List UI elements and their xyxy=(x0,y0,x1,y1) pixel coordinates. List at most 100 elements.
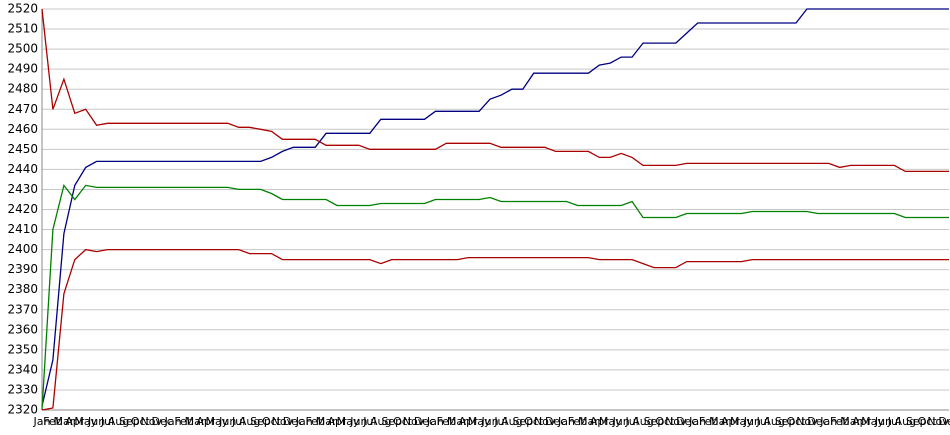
y-tick-label: 2410 xyxy=(7,222,38,236)
y-tick-label: 2430 xyxy=(7,182,38,196)
x-tick-label: Aug xyxy=(501,415,522,428)
x-tick-label: Oct xyxy=(918,415,938,428)
x-tick-label: Nov xyxy=(927,415,949,428)
x-tick-label: Apr xyxy=(65,415,85,428)
series-line xyxy=(41,8,949,173)
y-tick-label: 2370 xyxy=(7,302,38,316)
x-tick-label: Nov xyxy=(665,415,687,428)
x-tick-label: Feb xyxy=(437,415,456,428)
x-tick-label: Mar xyxy=(316,415,337,428)
y-tick-label: 2440 xyxy=(7,162,38,176)
x-tick-label: Jun xyxy=(480,415,498,428)
x-tick-label: Jan xyxy=(688,415,706,428)
series-line xyxy=(41,8,949,407)
x-tick-label: Jul xyxy=(887,415,901,428)
x-tick-label: Jan xyxy=(295,415,313,428)
x-tick-label: Jul xyxy=(493,415,507,428)
x-tick-label: Sep xyxy=(775,415,796,428)
x-tick-label: Aug xyxy=(632,415,653,428)
x-tick-label: Apr xyxy=(852,415,872,428)
y-tick-label: 2480 xyxy=(7,82,38,96)
x-tick-label: Jan xyxy=(819,415,837,428)
x-tick-label: Mar xyxy=(447,415,468,428)
x-tick-label: May xyxy=(730,415,753,428)
x-tick-label: Nov xyxy=(534,415,556,428)
x-tick-label: Apr xyxy=(721,415,741,428)
x-tick-label: Jul xyxy=(100,415,114,428)
y-tick-label: 2520 xyxy=(7,2,38,16)
x-tick-label: May xyxy=(468,415,491,428)
x-tick-label: Sep xyxy=(119,415,140,428)
x-tick-label: May xyxy=(599,415,622,428)
x-tick-label: Oct xyxy=(524,415,544,428)
x-tick-label: Aug xyxy=(895,415,916,428)
x-tick-label: Oct xyxy=(131,415,151,428)
x-tick-label: Jun xyxy=(743,415,761,428)
y-tick-label: 2340 xyxy=(7,362,38,376)
x-tick-label: Apr xyxy=(328,415,348,428)
series-line xyxy=(41,183,949,411)
y-tick-label: 2490 xyxy=(7,62,38,76)
x-tick-label: Jun xyxy=(612,415,630,428)
x-tick-label: Nov xyxy=(796,415,818,428)
x-tick-label: Sep xyxy=(250,415,271,428)
x-tick-label: Dec xyxy=(938,415,950,428)
y-tick-label: 2360 xyxy=(7,322,38,336)
x-tick-label: Oct xyxy=(393,415,413,428)
x-tick-label: Jul xyxy=(624,415,638,428)
y-tick-label: 2390 xyxy=(7,262,38,276)
x-tick-label: Aug xyxy=(108,415,129,428)
x-tick-label: Oct xyxy=(655,415,675,428)
x-tick-label: Jul xyxy=(231,415,245,428)
y-tick-label: 2510 xyxy=(7,22,38,36)
x-tick-label: Aug xyxy=(763,415,784,428)
x-tick-label: Mar xyxy=(840,415,861,428)
x-tick-label: May xyxy=(861,415,884,428)
x-tick-label: Sep xyxy=(644,415,665,428)
x-tick-label: May xyxy=(205,415,228,428)
x-tick-label: Nov xyxy=(141,415,163,428)
x-tick-label: Jun xyxy=(87,415,105,428)
x-tick-label: Aug xyxy=(370,415,391,428)
x-tick-label: Jul xyxy=(362,415,376,428)
x-tick-label: Sep xyxy=(906,415,927,428)
x-tick-label: Sep xyxy=(381,415,402,428)
x-tick-label: Feb xyxy=(699,415,718,428)
x-tick-label: May xyxy=(74,415,97,428)
x-tick-label: May xyxy=(337,415,360,428)
x-tick-label: Mar xyxy=(185,415,206,428)
x-tick-label: Mar xyxy=(53,415,74,428)
x-tick-label: Jan xyxy=(33,415,51,428)
x-tick-label: Jul xyxy=(756,415,770,428)
x-tick-label: Mar xyxy=(709,415,730,428)
x-tick-label: Dec xyxy=(414,415,435,428)
x-tick-label: Oct xyxy=(262,415,282,428)
y-tick-label: 2400 xyxy=(7,242,38,256)
x-tick-label: Jun xyxy=(874,415,892,428)
x-tick-label: Jun xyxy=(349,415,367,428)
x-tick-label: Dec xyxy=(283,415,304,428)
x-tick-label: Feb xyxy=(830,415,849,428)
x-tick-label: Jan xyxy=(426,415,444,428)
x-tick-label: Nov xyxy=(403,415,425,428)
x-tick-label: Dec xyxy=(545,415,566,428)
x-tick-label: Jun xyxy=(218,415,236,428)
x-tick-label: Oct xyxy=(786,415,806,428)
x-tick-label: Mar xyxy=(578,415,599,428)
x-tick-label: Dec xyxy=(807,415,828,428)
y-tick-label: 2460 xyxy=(7,122,38,136)
x-tick-label: Dec xyxy=(676,415,697,428)
x-tick-label: Aug xyxy=(239,415,260,428)
y-tick-label: 2470 xyxy=(7,102,38,116)
x-tick-label: Jan xyxy=(164,415,182,428)
y-tick-label: 2450 xyxy=(7,142,38,156)
x-tick-label: Jan xyxy=(557,415,575,428)
x-tick-label: Nov xyxy=(272,415,294,428)
y-tick-label: 2350 xyxy=(7,342,38,356)
x-tick-label: Feb xyxy=(43,415,62,428)
x-tick-label: Apr xyxy=(590,415,610,428)
x-tick-label: Feb xyxy=(305,415,324,428)
x-tick-label: Feb xyxy=(174,415,193,428)
x-tick-label: Dec xyxy=(152,415,173,428)
